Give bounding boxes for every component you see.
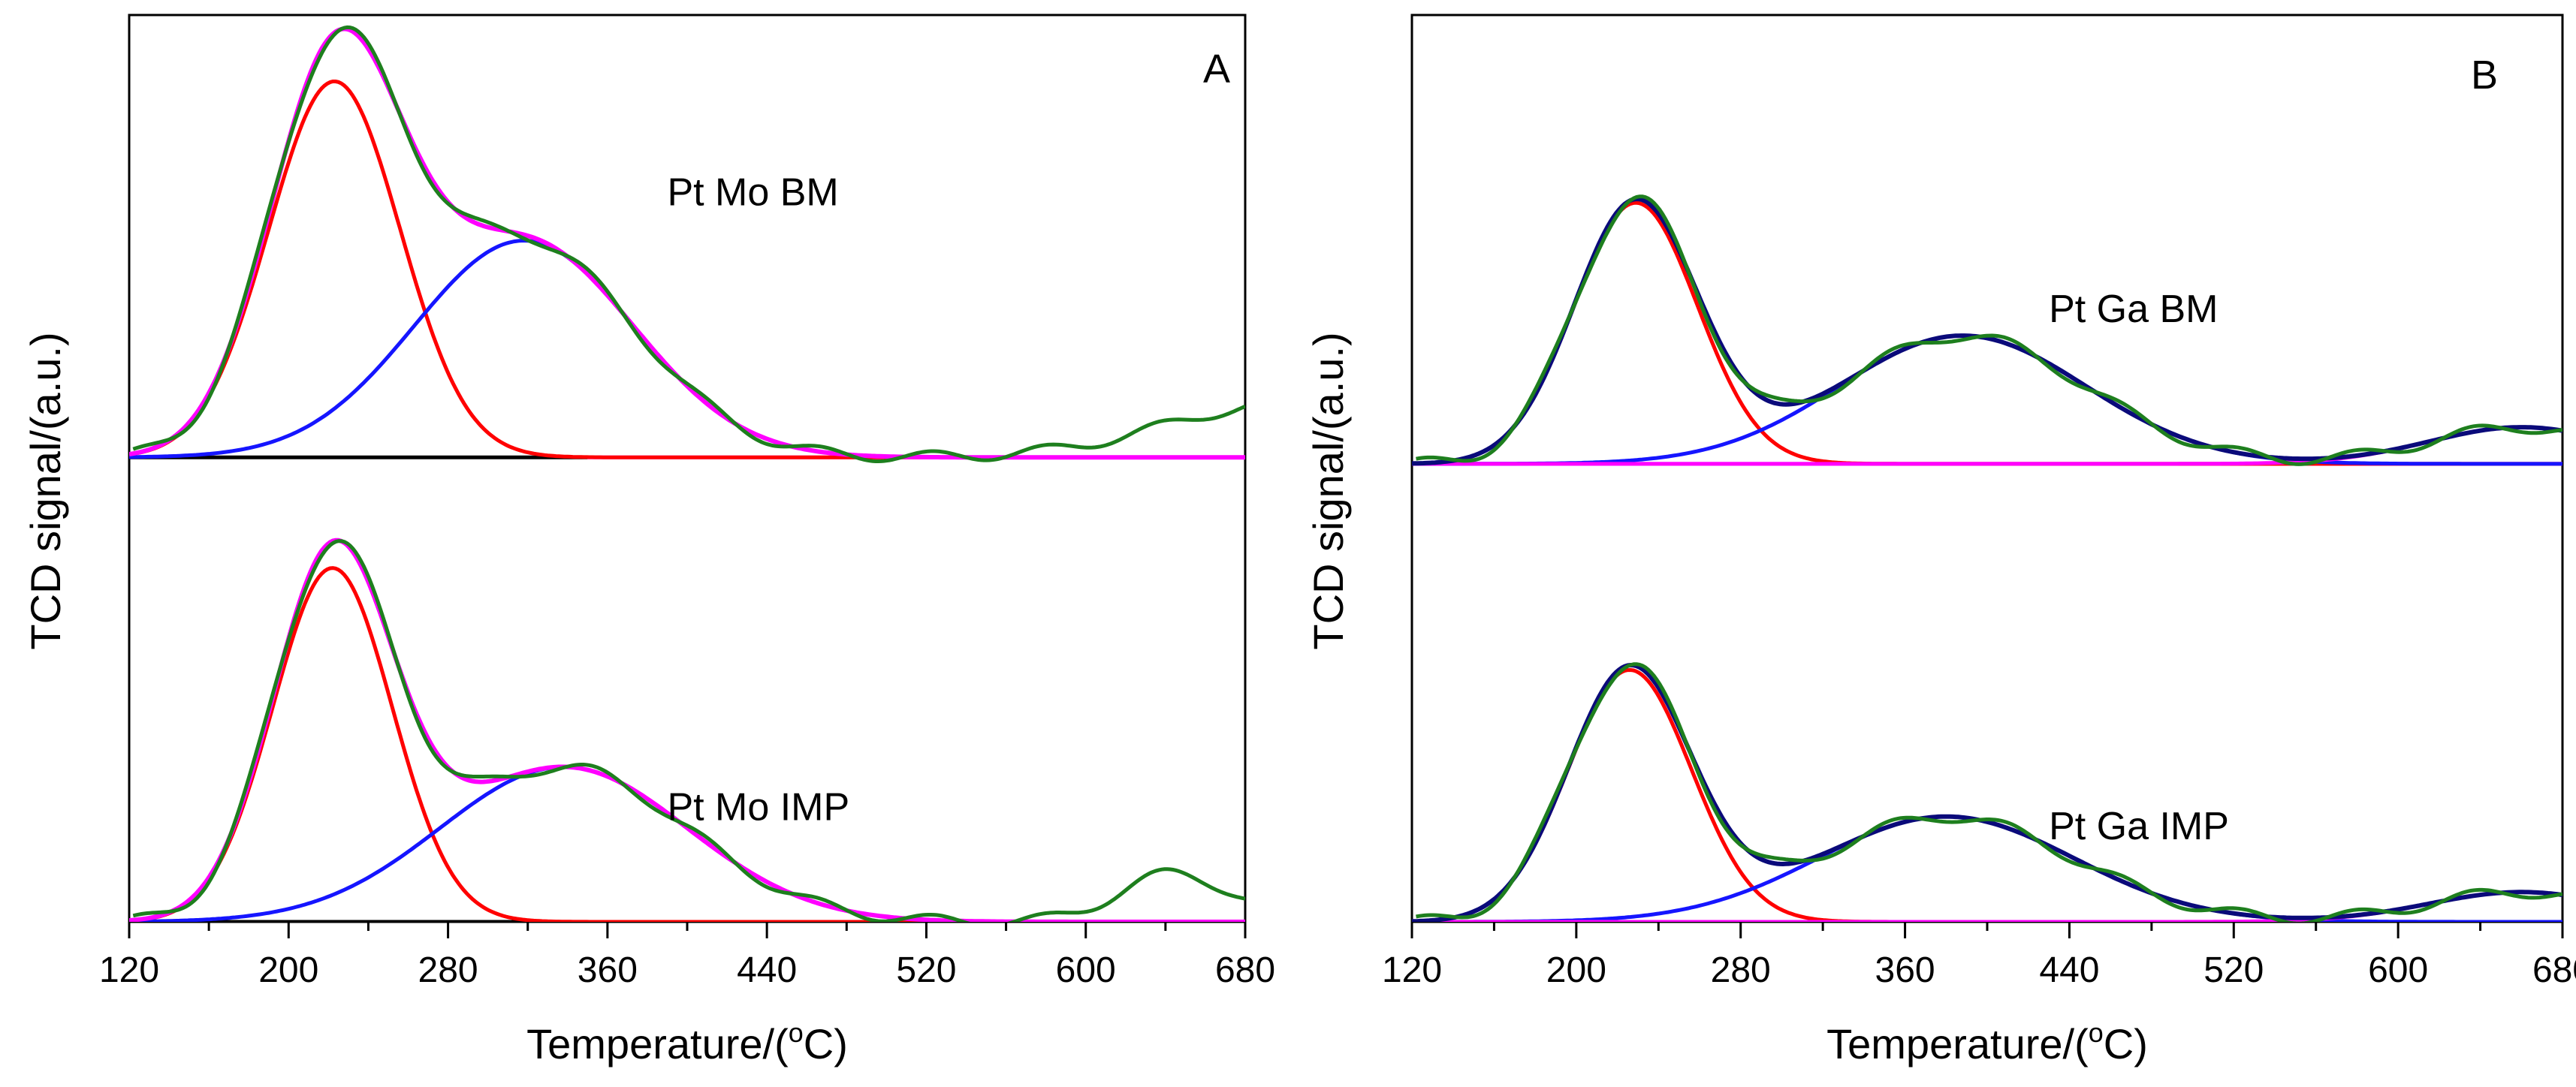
panel-a: 120 200 280 360 440 520 600 680 Temperature/(oC)… [22, 14, 1275, 1067]
peak-curve-0-2 [1412, 425, 2562, 466]
x-tick-label: 280 [418, 950, 478, 990]
x-axis-title: Temperature/(oC) [526, 1017, 848, 1067]
fit-curve-0 [129, 26, 1245, 460]
x-tick-label: 200 [1546, 950, 1606, 990]
x-tick-label: 520 [2203, 950, 2264, 990]
x-tick-label: 440 [737, 950, 797, 990]
x-tick-label: 440 [2039, 950, 2099, 990]
peak-curve-0-1 [1412, 333, 2562, 466]
fit-curve-1 [1412, 662, 2562, 922]
sample-label: Pt Ga IMP [2049, 805, 2229, 848]
x-tick-label: 600 [2368, 950, 2428, 990]
x-axis-title-unit: C) [2104, 1020, 2148, 1067]
peak-curve-0-0 [129, 80, 1245, 459]
peak-curve-1-2 [1412, 890, 2562, 922]
x-axis-title-unit: C) [804, 1020, 848, 1067]
sample-label: Pt Ga BM [2049, 288, 2218, 331]
x-tick-label: 680 [2532, 950, 2576, 990]
sample-label: Pt Mo IMP [667, 785, 849, 829]
y-axis-title: TCD signal/(a.u.) [22, 332, 69, 649]
y-axis-title: TCD signal/(a.u.) [1305, 332, 1352, 649]
panel-b: 120 200 280 360 440 520 600 680 Temperature/(oC)… [1305, 14, 2576, 1067]
sample-label: Pt Mo BM [667, 170, 838, 214]
fit-curve-0 [1412, 196, 2562, 466]
x-tick-label: 360 [578, 950, 638, 990]
measured-curve-1 [1416, 662, 2562, 922]
panel-letter: A [1203, 47, 1230, 92]
peak-curve-1-0 [129, 566, 1245, 922]
x-axis-title-degree: o [789, 1017, 804, 1048]
peak-curve-1-0 [1412, 667, 2562, 922]
x-tick-label: 280 [1711, 950, 1771, 990]
x-tick-label: 120 [1382, 950, 1442, 990]
x-axis-title-main: Temperature/( [1826, 1020, 2089, 1067]
curves-b [1412, 194, 2562, 922]
x-tick-label: 600 [1056, 950, 1116, 990]
fit-curve-1 [129, 537, 1245, 922]
peak-curve-1-1 [1412, 814, 2562, 922]
curves-a [129, 25, 1245, 922]
peak-curve-0-0 [1412, 200, 2562, 466]
x-tick-label: 520 [896, 950, 956, 990]
x-axis-title: Temperature/(oC) [1826, 1017, 2148, 1067]
x-tick-label: 360 [1875, 950, 1935, 990]
x-tick-label: 680 [1215, 950, 1275, 990]
x-tick-label: 200 [258, 950, 318, 990]
peak-curve-0-1 [129, 238, 1245, 459]
x-axis-title-main: Temperature/( [526, 1020, 789, 1067]
x-axis-title-degree: o [2089, 1017, 2104, 1048]
measured-curve-0 [132, 25, 1245, 463]
measured-curve-1 [132, 539, 1245, 922]
panel-letter: B [2471, 53, 2498, 98]
x-tick-label: 120 [99, 950, 159, 990]
measured-curve-0 [1416, 194, 2562, 466]
plot-frame [1410, 14, 2564, 923]
